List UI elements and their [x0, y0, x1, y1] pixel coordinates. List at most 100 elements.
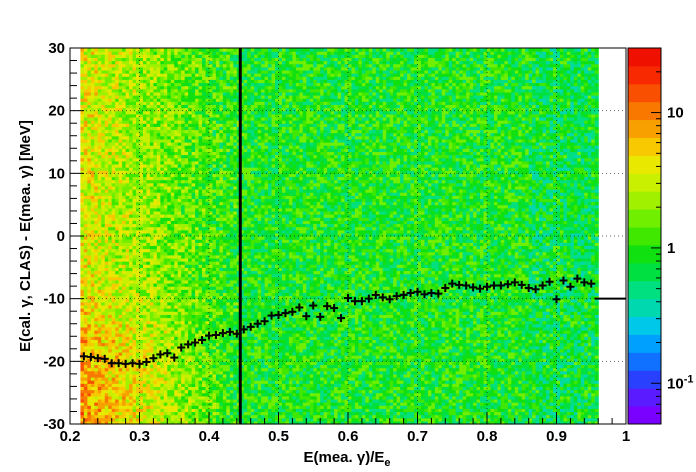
heatmap-cell — [80, 104, 85, 109]
heatmap-cell — [108, 113, 113, 118]
heatmap-cell — [80, 51, 85, 55]
heatmap-cell — [104, 135, 109, 140]
heatmap-cell — [101, 373, 106, 378]
heatmap-cell — [181, 48, 186, 52]
heatmap-cell — [90, 408, 95, 413]
heatmap-cell — [83, 226, 88, 231]
heatmap-cell — [108, 342, 113, 347]
heatmap-cell — [108, 60, 113, 65]
heatmap-cell — [90, 120, 95, 124]
heatmap-cell — [104, 298, 109, 303]
heatmap-cell — [101, 151, 106, 156]
heatmap-cell — [108, 170, 113, 174]
heatmap-cell — [97, 217, 102, 221]
heatmap-cell — [90, 170, 95, 174]
heatmap-cell — [94, 361, 99, 366]
heatmap-cell — [87, 330, 92, 334]
heatmap-cell — [90, 417, 95, 422]
heatmap-cell — [80, 210, 85, 215]
heatmap-cell — [108, 380, 113, 384]
heatmap-cell — [97, 236, 102, 240]
heatmap-cell — [97, 364, 102, 369]
heatmap-cell — [90, 283, 95, 287]
heatmap-cell — [97, 251, 102, 256]
heatmap-cell — [97, 336, 102, 340]
heatmap-cell — [80, 386, 85, 391]
heatmap-cell — [80, 145, 85, 149]
heatmap-cell — [108, 185, 113, 190]
heatmap-cell — [111, 301, 116, 306]
heatmap-cell — [101, 198, 106, 203]
heatmap-cell — [101, 355, 106, 359]
heatmap-cell — [87, 383, 92, 387]
heatmap-cell — [101, 386, 106, 391]
heatmap-cell — [87, 113, 92, 118]
heatmap-cell — [97, 239, 102, 243]
heatmap-cell — [94, 326, 99, 331]
heatmap-cell — [108, 367, 113, 372]
heatmap-cell — [104, 170, 109, 174]
heatmap-cell — [80, 223, 85, 228]
heatmap-cell — [87, 389, 92, 394]
heatmap-cell — [80, 420, 85, 425]
heatmap-cell — [108, 151, 113, 156]
heatmap-cell — [97, 242, 102, 246]
heatmap-cell — [83, 123, 88, 127]
heatmap-cell — [80, 192, 85, 196]
heatmap-cell — [80, 189, 85, 193]
heatmap-cell — [101, 367, 106, 372]
heatmap-cell — [94, 120, 99, 124]
heatmap-cell — [104, 383, 109, 387]
heatmap-cell — [101, 163, 106, 168]
heatmap-cell — [80, 101, 85, 105]
heatmap-cell — [80, 148, 85, 152]
heatmap-cell — [101, 123, 106, 127]
heatmap-cell — [90, 242, 95, 246]
heatmap-cell — [108, 264, 113, 268]
heatmap-cell — [94, 110, 99, 115]
heatmap-cell — [108, 251, 113, 256]
heatmap-cell — [104, 239, 109, 243]
heatmap-cell — [94, 270, 99, 275]
heatmap-cell — [146, 48, 151, 52]
heatmap-cell — [94, 351, 99, 356]
heatmap-cell — [97, 66, 102, 71]
heatmap-cell — [80, 279, 85, 284]
heatmap-cell — [101, 398, 106, 403]
heatmap-cell — [101, 370, 106, 375]
heatmap-cell — [87, 361, 92, 366]
heatmap-cell — [97, 123, 102, 127]
heatmap-cell — [83, 301, 88, 306]
heatmap-cell — [80, 276, 85, 281]
heatmap-cell — [90, 286, 95, 290]
heatmap-cell — [111, 223, 116, 228]
heatmap-cell — [87, 351, 92, 356]
heatmap-cell — [80, 333, 85, 337]
heatmap-cell — [90, 292, 95, 297]
heatmap-cell — [97, 267, 102, 272]
heatmap-cell — [90, 304, 95, 309]
heatmap-cell — [167, 48, 172, 52]
heatmap-cell — [97, 182, 102, 187]
heatmap-cell — [94, 170, 99, 174]
heatmap-cell — [90, 276, 95, 281]
heatmap-cell — [94, 257, 99, 262]
heatmap-cell — [108, 57, 113, 62]
heatmap-cell — [108, 333, 113, 337]
heatmap-cell — [83, 229, 88, 234]
heatmap-cell — [83, 110, 88, 115]
heatmap-cell — [108, 345, 113, 350]
heatmap-cell — [97, 273, 102, 278]
heatmap-cell — [97, 69, 102, 74]
heatmap-cell — [101, 358, 106, 362]
heatmap-cell — [101, 389, 106, 394]
heatmap-cell — [111, 355, 116, 359]
heatmap-cell — [111, 229, 116, 234]
heatmap-cell — [94, 91, 99, 96]
heatmap-cell — [97, 110, 102, 115]
heatmap-cell — [80, 326, 85, 331]
heatmap-cell — [104, 123, 109, 127]
heatmap-cell — [97, 314, 102, 319]
heatmap-cell — [97, 358, 102, 362]
heatmap-cell — [83, 54, 88, 58]
